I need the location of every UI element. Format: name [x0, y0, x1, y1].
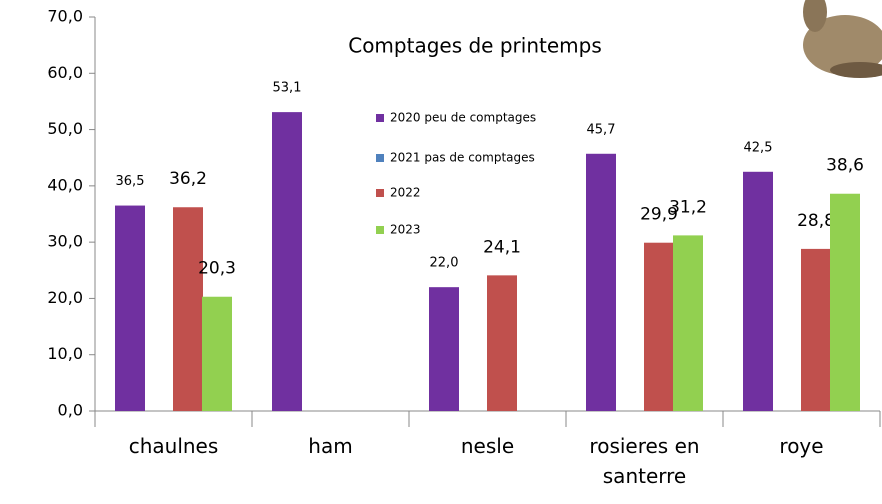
legend-swatch [376, 189, 384, 197]
bar [801, 248, 831, 411]
y-tick-label: 30,0 [47, 232, 83, 251]
value-label: 20,3 [198, 259, 236, 279]
value-label: 29,9 [640, 205, 678, 225]
bar [272, 112, 302, 411]
value-label: 28,8 [797, 211, 835, 231]
y-tick-label: 40,0 [47, 175, 83, 194]
value-label: 53,1 [273, 81, 302, 96]
legend-swatch [376, 226, 384, 234]
value-label: 36,5 [116, 174, 145, 189]
y-tick-label: 20,0 [47, 288, 83, 307]
bar [115, 205, 145, 411]
bar [743, 171, 773, 411]
y-tick-label: 0,0 [58, 401, 83, 420]
legend-label: 2020 peu de comptages [390, 111, 536, 125]
bar [429, 287, 459, 411]
value-label: 38,6 [826, 156, 864, 176]
bar [644, 242, 674, 411]
value-label: 24,1 [483, 237, 521, 257]
legend-label: 2022 [390, 186, 421, 200]
legend-swatch [376, 114, 384, 122]
bar [673, 235, 703, 411]
value-label: 45,7 [587, 122, 616, 137]
value-label: 36,2 [169, 169, 207, 189]
y-tick-label: 60,0 [47, 63, 83, 82]
x-tick-label: chaulnes [128, 434, 219, 458]
value-label: 31,2 [669, 197, 707, 217]
y-tick-label: 10,0 [47, 344, 83, 363]
value-label: 42,5 [744, 140, 773, 155]
x-tick-label: ham [308, 434, 353, 458]
rabbit-decoration [803, 0, 882, 78]
bar [202, 296, 232, 411]
y-tick-label: 70,0 [47, 7, 83, 26]
x-tick-label: roye [779, 434, 824, 458]
chart-title: Comptages de printemps [348, 34, 602, 58]
x-tick-label: rosieres en santerre [589, 434, 700, 488]
value-label: 22,0 [430, 256, 459, 271]
bar [487, 275, 517, 411]
legend-label: 2021 pas de comptages [390, 151, 535, 165]
bar [173, 207, 203, 411]
y-tick-label: 50,0 [47, 119, 83, 138]
legend-swatch [376, 154, 384, 162]
legend-label: 2023 [390, 223, 421, 237]
x-tick-label: nesle [460, 434, 515, 458]
bar [586, 153, 616, 411]
bar [830, 193, 860, 411]
